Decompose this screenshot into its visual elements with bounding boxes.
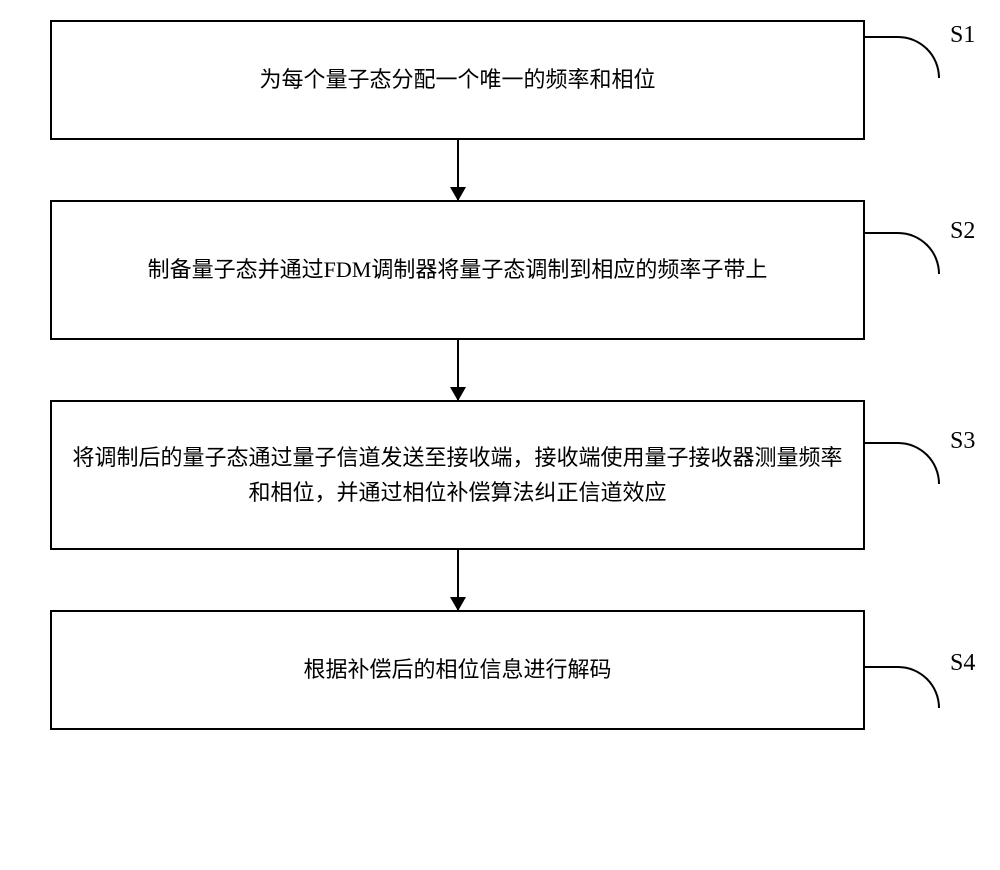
- arrow-head-icon: [450, 597, 466, 611]
- step-s2-label: S2: [950, 218, 975, 245]
- arrow-head-icon: [450, 187, 466, 201]
- flowchart-container: 为每个量子态分配一个唯一的频率和相位 制备量子态并通过FDM调制器将量子态调制到…: [50, 20, 950, 730]
- step-s1-label: S1: [950, 22, 975, 49]
- step-s4-text: 根据补偿后的相位信息进行解码: [303, 652, 611, 687]
- arrow-s3-s4: [457, 550, 459, 610]
- step-s1-text: 为每个量子态分配一个唯一的频率和相位: [259, 62, 655, 97]
- step-s3-wrap: 将调制后的量子态通过量子信道发送至接收端，接收端使用量子接收器测量频率和相位，并…: [50, 400, 950, 550]
- step-s4-wrap: 根据补偿后的相位信息进行解码: [50, 610, 950, 730]
- step-s1-box: 为每个量子态分配一个唯一的频率和相位: [50, 20, 865, 140]
- step-s2-text: 制备量子态并通过FDM调制器将量子态调制到相应的频率子带上: [148, 252, 768, 287]
- step-s4-label: S4: [950, 650, 975, 677]
- step-s3-label: S3: [950, 428, 975, 455]
- step-s2-wrap: 制备量子态并通过FDM调制器将量子态调制到相应的频率子带上: [50, 200, 950, 340]
- step-s3-box: 将调制后的量子态通过量子信道发送至接收端，接收端使用量子接收器测量频率和相位，并…: [50, 400, 865, 550]
- step-s2-box: 制备量子态并通过FDM调制器将量子态调制到相应的频率子带上: [50, 200, 865, 340]
- step-s4-box: 根据补偿后的相位信息进行解码: [50, 610, 865, 730]
- arrow-s2-s3: [457, 340, 459, 400]
- step-s1-wrap: 为每个量子态分配一个唯一的频率和相位: [50, 20, 950, 140]
- arrow-head-icon: [450, 387, 466, 401]
- step-s3-text: 将调制后的量子态通过量子信道发送至接收端，接收端使用量子接收器测量频率和相位，并…: [72, 440, 843, 510]
- arrow-s1-s2: [457, 140, 459, 200]
